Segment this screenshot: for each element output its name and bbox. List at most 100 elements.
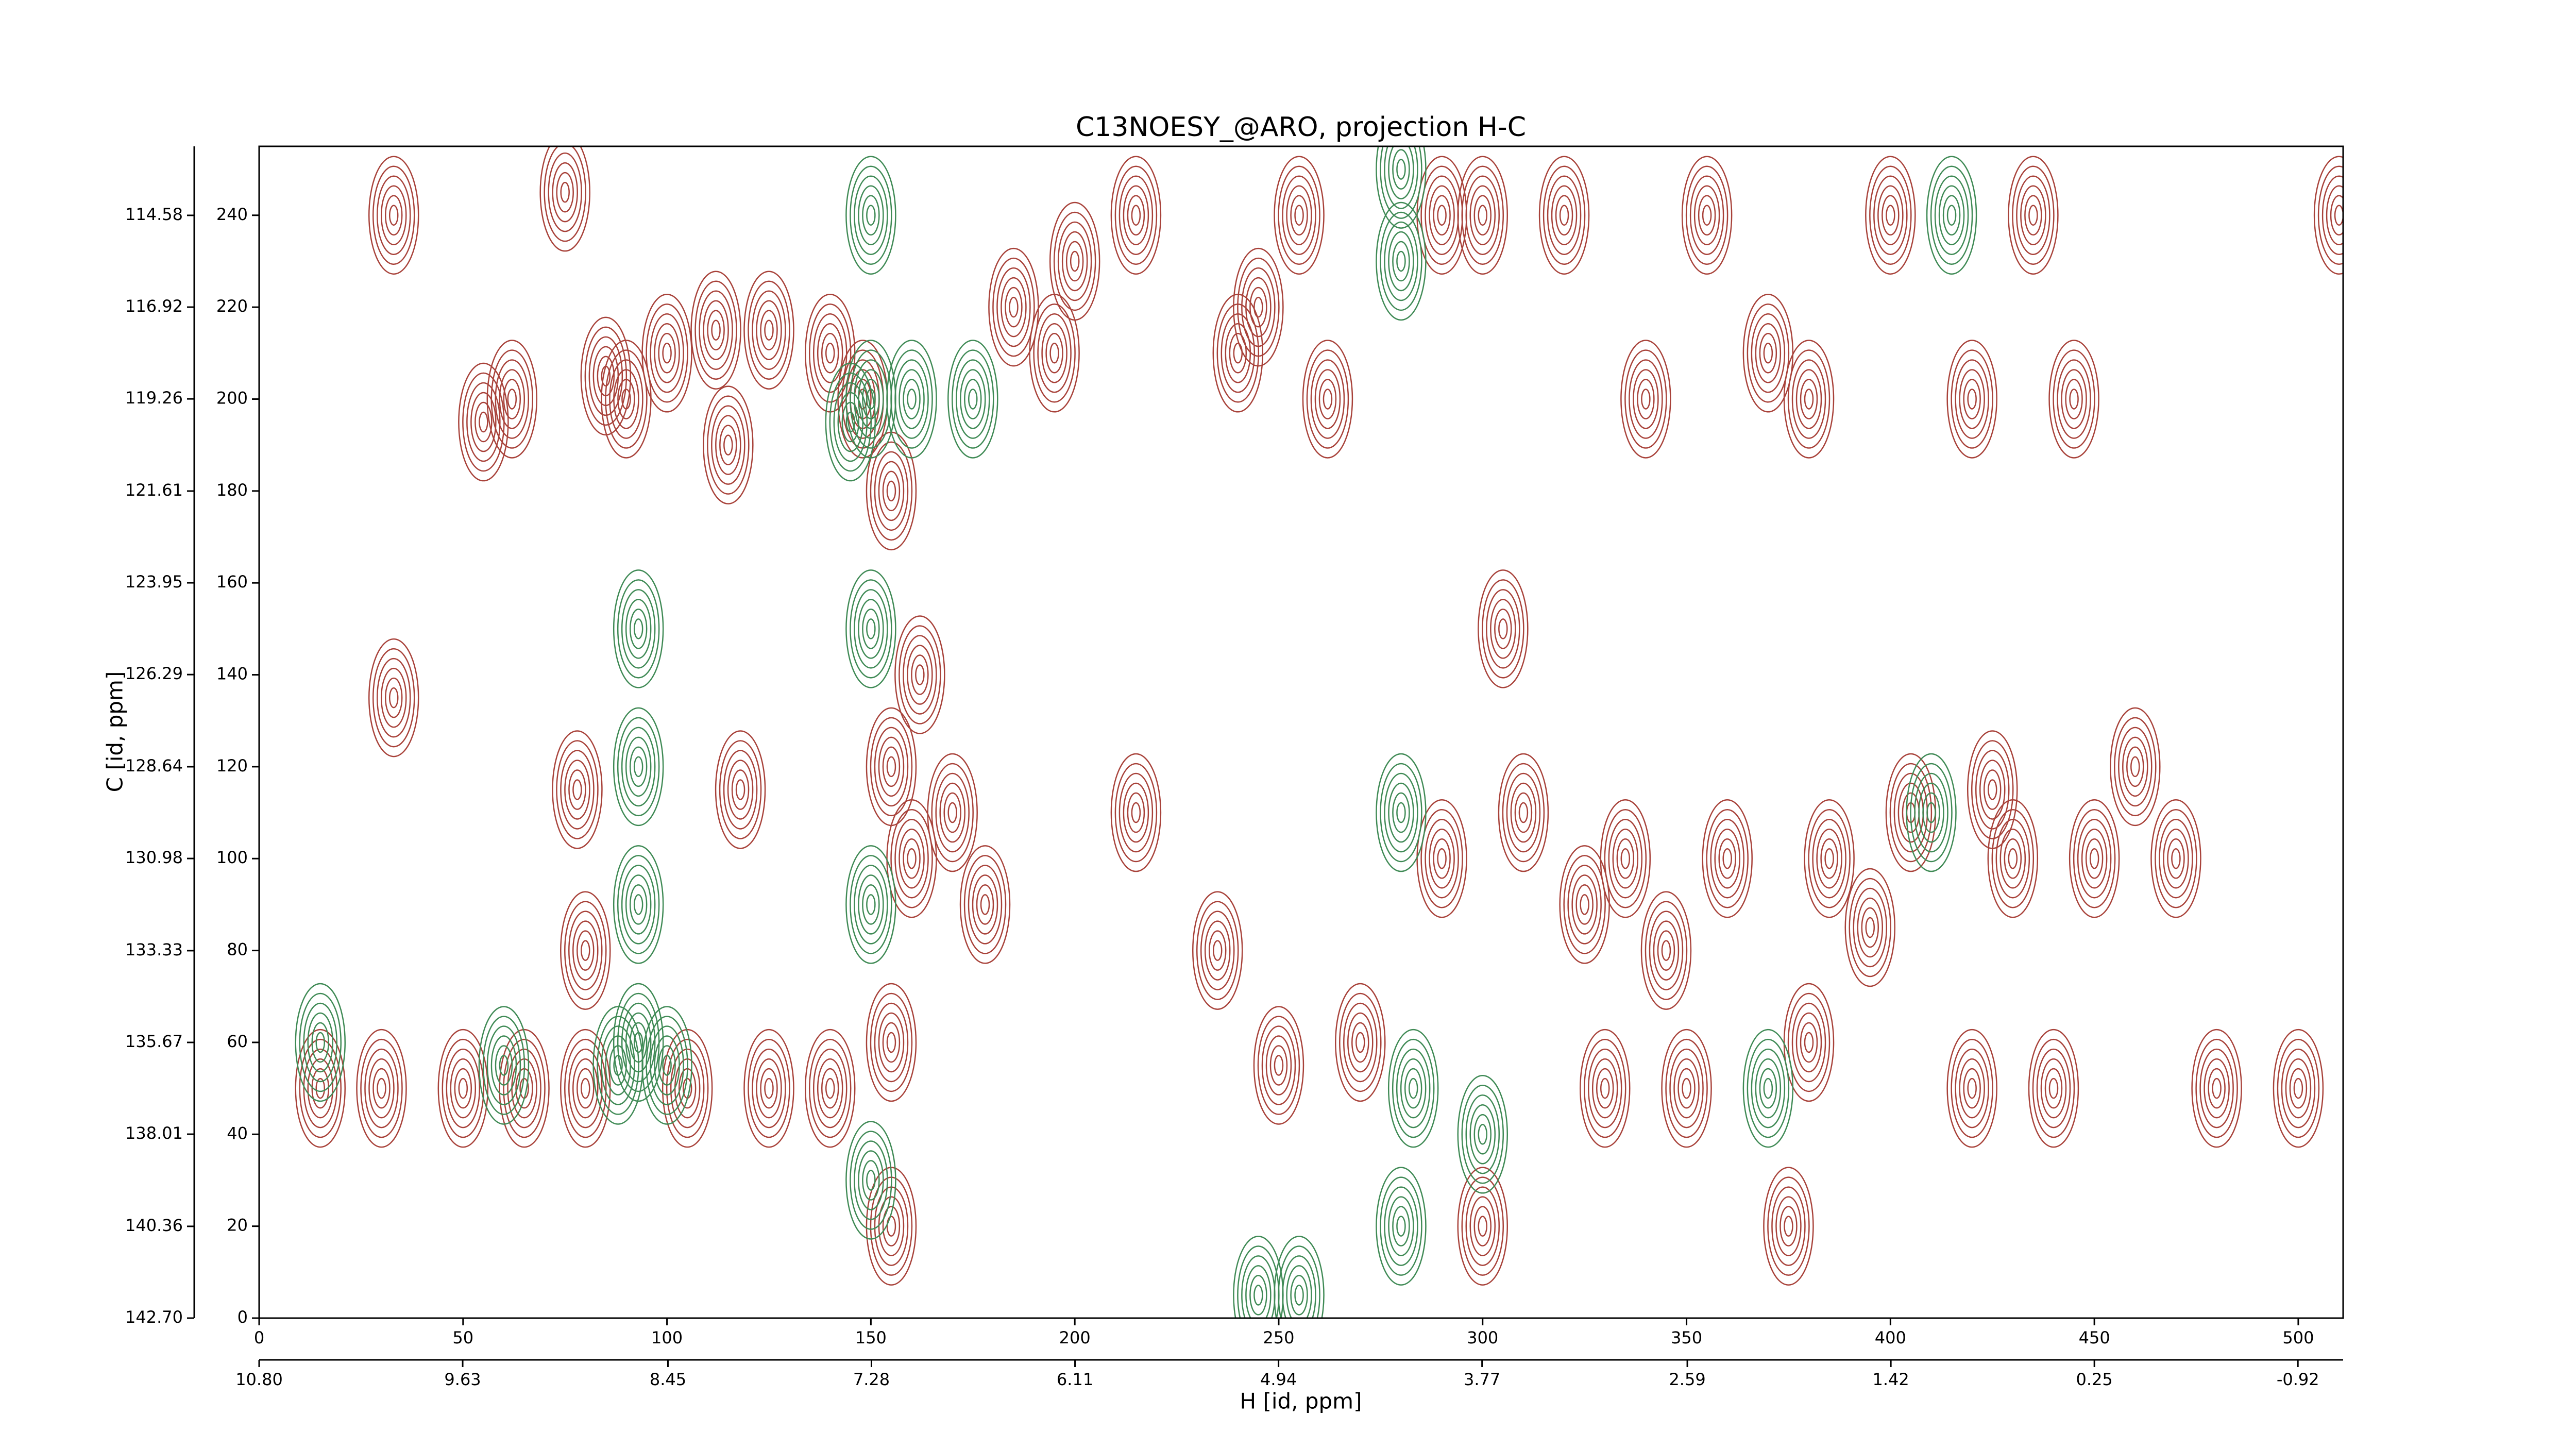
contour-level	[446, 1048, 481, 1128]
contour-level	[577, 1068, 595, 1109]
y-tick-label: 100	[216, 848, 248, 867]
contour-level	[458, 1077, 468, 1099]
x-tick-label: 450	[2079, 1328, 2110, 1347]
contour-level	[564, 760, 590, 820]
contour-level	[1922, 792, 1940, 833]
contour-level	[825, 343, 835, 364]
contour-level	[1388, 231, 1414, 292]
contour-level	[1795, 1012, 1822, 1073]
contour-level	[886, 1216, 896, 1237]
contour-level	[715, 730, 766, 849]
contour-level	[1783, 340, 1835, 459]
contour-level	[1404, 1068, 1422, 1109]
contour-level	[1290, 195, 1308, 236]
contour-level	[560, 750, 595, 830]
contour-level	[2048, 1077, 2059, 1099]
y2-tick-label: 130.98	[125, 848, 183, 867]
contour-level	[621, 1002, 656, 1083]
x-tick-label: 0	[254, 1328, 264, 1347]
contour-level	[1437, 848, 1447, 869]
contour-level	[850, 165, 892, 265]
contour-level	[1967, 389, 1977, 410]
contour-level	[1914, 772, 1948, 853]
contour-level	[1306, 349, 1349, 449]
contour-level	[1009, 296, 1019, 318]
contour-level	[617, 855, 660, 954]
contour-level	[1926, 802, 1936, 823]
contour-level	[1612, 828, 1639, 889]
contour-level	[907, 848, 917, 869]
contour-level	[2073, 808, 2116, 908]
y-axis-label: C [id, ppm]	[103, 671, 128, 793]
contour-level	[572, 920, 599, 981]
chart-title: C13NOESY_@ARO, projection H-C	[1076, 112, 1526, 143]
contour-level	[454, 1068, 472, 1109]
contour-level	[1755, 1058, 1782, 1119]
contour-level	[1376, 1167, 1427, 1286]
contour-level	[658, 333, 676, 374]
x-tick-label: 100	[651, 1328, 683, 1347]
contour-level	[2040, 1058, 2067, 1119]
contour-level	[1600, 1077, 1610, 1099]
x2-tick-label: 0.25	[2076, 1370, 2113, 1389]
contour-level	[376, 658, 411, 738]
contour-level	[311, 1068, 329, 1109]
contour-level	[1869, 165, 1912, 265]
contour-level	[866, 1170, 876, 1191]
contour-level	[845, 156, 896, 275]
contour-level	[735, 779, 745, 800]
contour-level	[372, 165, 415, 265]
contour-level	[1208, 930, 1227, 971]
contour-level	[1465, 1094, 1500, 1174]
contour-level	[1473, 1114, 1492, 1155]
contour-level	[707, 310, 725, 350]
contour-level	[1486, 589, 1520, 669]
contour-level	[1396, 159, 1406, 180]
contour-level	[2212, 1077, 2222, 1099]
contour-level	[1392, 1038, 1435, 1138]
contour-level	[1665, 1038, 1708, 1138]
contour-level	[1661, 940, 1671, 961]
contour-level	[756, 1058, 782, 1119]
y-tick-label: 200	[216, 388, 248, 408]
contour-level	[1433, 195, 1451, 236]
contour-level	[731, 769, 750, 810]
contour-level	[1286, 185, 1312, 246]
contour-level	[1620, 340, 1671, 459]
contour-level	[560, 891, 611, 1010]
contour-level	[442, 1038, 485, 1138]
contour-level	[1742, 1029, 1794, 1148]
contour-level	[1824, 848, 1834, 869]
contour-level	[703, 300, 729, 360]
contour-level	[474, 401, 493, 443]
contour-level	[2044, 1068, 2063, 1109]
contour-level	[384, 677, 403, 718]
contour-level	[833, 382, 868, 462]
contour-level	[866, 983, 917, 1102]
contour-level	[964, 379, 982, 419]
x-axis-label: H [id, ppm]	[1240, 1389, 1362, 1414]
contour-level	[959, 845, 1011, 964]
contour-level	[1641, 389, 1651, 410]
contour-level	[580, 316, 632, 436]
contour-level	[1498, 753, 1549, 872]
contour-level	[1110, 156, 1162, 275]
contour-level	[1918, 782, 1944, 843]
contour-level	[1795, 369, 1822, 429]
contour-level	[1478, 1216, 1488, 1237]
contour-level	[1910, 763, 1953, 863]
x2-tick-label: 6.11	[1057, 1370, 1093, 1389]
contour-level	[1302, 340, 1353, 459]
contour-level	[633, 894, 643, 915]
y2-tick-label: 121.61	[125, 480, 183, 500]
x-tick-label: 350	[1671, 1328, 1702, 1347]
contour-level	[2069, 799, 2120, 918]
contour-level	[1380, 1176, 1422, 1276]
contour-level	[1849, 878, 1892, 978]
contour-level	[707, 395, 750, 495]
contour-level	[1233, 247, 1284, 367]
contour-level	[388, 205, 399, 226]
contour-level	[1437, 205, 1447, 226]
contour-level	[450, 1058, 477, 1119]
x-tick-label: 300	[1467, 1328, 1498, 1347]
